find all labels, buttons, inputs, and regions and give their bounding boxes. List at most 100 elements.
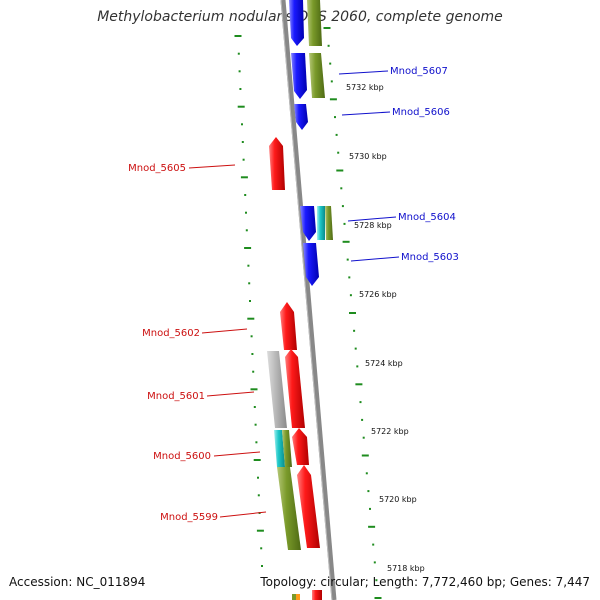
ring-tick bbox=[257, 494, 260, 497]
leader-line bbox=[338, 70, 389, 75]
gene-label-mnod-5601[interactable]: Mnod_5601 bbox=[147, 391, 205, 402]
ring-tick-major bbox=[329, 98, 337, 101]
ring-tick bbox=[245, 211, 247, 214]
ring-tick bbox=[250, 335, 253, 338]
gene-olive-5600 bbox=[282, 430, 292, 467]
gene-label-mnod-5600[interactable]: Mnod_5600 bbox=[153, 451, 211, 462]
gene-blue-5606 bbox=[294, 104, 308, 130]
ring-tick-major bbox=[234, 35, 242, 37]
ring-tick bbox=[238, 70, 241, 73]
right-dotted-ring bbox=[323, 27, 382, 599]
gene-olive-5604 bbox=[325, 206, 333, 240]
leader-line bbox=[213, 451, 261, 457]
ring-tick bbox=[365, 472, 368, 475]
gene-label-mnod-5603[interactable]: Mnod_5603 bbox=[401, 252, 459, 263]
ring-tick bbox=[241, 141, 244, 143]
gene-olive-5607 bbox=[309, 53, 325, 98]
gene-blue-top-partial bbox=[289, 0, 304, 46]
gene-labels: Mnod_5607 Mnod_5606 Mnod_5605 Mnod_5604 … bbox=[128, 66, 459, 523]
ring-tick bbox=[367, 490, 370, 493]
scale-label: 5726 kbp bbox=[359, 290, 397, 299]
leader-line bbox=[341, 111, 391, 116]
ring-tick bbox=[361, 418, 364, 421]
gene-olive-top-partial bbox=[307, 0, 322, 46]
ring-tick bbox=[356, 365, 359, 368]
ring-tick-major bbox=[336, 169, 344, 172]
gene-red-bottom-partial bbox=[312, 590, 322, 600]
gene-blue-5604 bbox=[300, 206, 316, 241]
gene-red-5599 bbox=[297, 465, 320, 548]
ring-tick bbox=[334, 116, 336, 119]
leader-line bbox=[188, 164, 236, 169]
gene-olive-bottom-partial bbox=[292, 594, 296, 600]
gene-label-mnod-5607[interactable]: Mnod_5607 bbox=[390, 66, 448, 77]
gene-red-5601 bbox=[285, 349, 305, 428]
leader-line bbox=[219, 511, 267, 518]
ring-tick-major bbox=[355, 383, 363, 386]
leader-line bbox=[347, 216, 397, 222]
gene-label-mnod-5599[interactable]: Mnod_5599 bbox=[160, 512, 218, 523]
gene-blue-5603 bbox=[303, 243, 319, 286]
scale-label: 5718 kbp bbox=[387, 564, 425, 573]
gene-olive-5599 bbox=[277, 467, 301, 550]
ring-tick bbox=[343, 222, 346, 225]
ring-tick bbox=[257, 476, 259, 479]
ring-tick bbox=[341, 205, 344, 208]
leader-line bbox=[206, 391, 255, 397]
ring-tick-major bbox=[250, 388, 258, 391]
ring-tick bbox=[248, 282, 251, 285]
ring-tick-major bbox=[342, 240, 350, 243]
gene-label-mnod-5604[interactable]: Mnod_5604 bbox=[398, 212, 456, 223]
ring-tick bbox=[369, 507, 371, 510]
ring-tick-major bbox=[244, 247, 252, 249]
leader-line bbox=[201, 328, 248, 334]
ring-tick bbox=[260, 547, 263, 550]
scale-label: 5724 kbp bbox=[365, 359, 403, 368]
ring-tick-major bbox=[349, 312, 356, 314]
ring-tick bbox=[244, 194, 247, 196]
genome-backbone-highlight bbox=[280, 0, 333, 600]
ring-tick bbox=[340, 187, 343, 190]
ring-tick-major bbox=[374, 597, 382, 599]
ring-tick bbox=[245, 229, 248, 232]
leader-line bbox=[350, 256, 400, 262]
ring-tick bbox=[239, 88, 242, 90]
ring-tick-major bbox=[253, 459, 261, 461]
ring-tick bbox=[249, 300, 251, 302]
gene-red-5600 bbox=[292, 428, 309, 465]
ring-tick-major bbox=[256, 529, 264, 532]
gene-label-mnod-5605[interactable]: Mnod_5605 bbox=[128, 163, 186, 174]
scale-label: 5720 kbp bbox=[379, 495, 417, 504]
ring-tick-major bbox=[247, 317, 255, 320]
ring-tick bbox=[254, 423, 257, 426]
ring-tick bbox=[252, 370, 255, 373]
ring-tick bbox=[353, 329, 356, 332]
topology-text: Topology: circular; Length: 7,772,460 bp… bbox=[260, 575, 590, 589]
ring-tick bbox=[337, 151, 340, 154]
ring-tick bbox=[375, 579, 378, 582]
gene-label-mnod-5606[interactable]: Mnod_5606 bbox=[392, 107, 450, 118]
ring-tick bbox=[242, 158, 245, 161]
ring-tick-major bbox=[240, 176, 248, 179]
ring-tick bbox=[349, 294, 352, 297]
gene-red-5602 bbox=[280, 302, 297, 350]
ring-tick bbox=[346, 258, 349, 261]
ring-tick-major bbox=[361, 454, 369, 457]
gene-label-mnod-5602[interactable]: Mnod_5602 bbox=[142, 328, 200, 339]
ring-tick bbox=[247, 264, 250, 267]
gene-red-5605 bbox=[269, 137, 285, 190]
ring-tick bbox=[362, 436, 365, 439]
ring-tick bbox=[261, 565, 263, 567]
ring-tick bbox=[253, 406, 256, 408]
ring-tick-major bbox=[368, 525, 376, 528]
gene-cyan-5604 bbox=[317, 206, 325, 240]
scale-labels: 5732 kbp 5730 kbp 5728 kbp 5726 kbp 5724… bbox=[346, 83, 425, 573]
ring-tick bbox=[329, 62, 332, 65]
ring-tick bbox=[327, 44, 330, 47]
ring-tick bbox=[354, 347, 357, 350]
scale-label: 5732 kbp bbox=[346, 83, 384, 92]
ring-tick bbox=[372, 543, 375, 546]
genome-backbone bbox=[280, 0, 337, 600]
ring-tick-major bbox=[323, 27, 331, 29]
